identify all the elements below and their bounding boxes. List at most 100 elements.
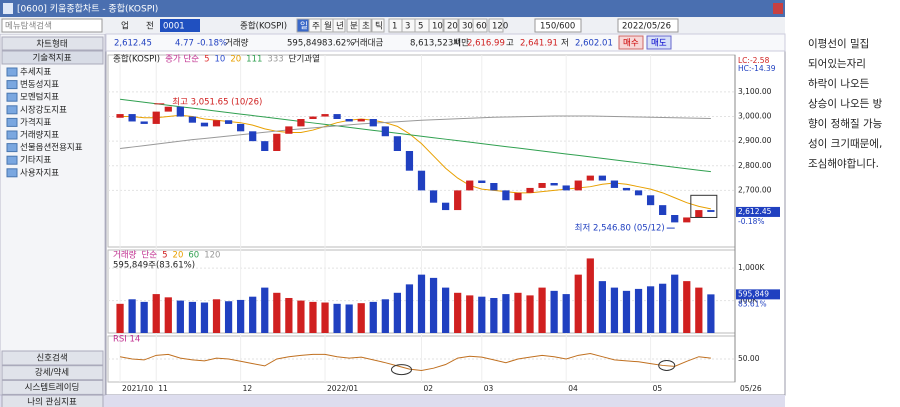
legend-item: 20	[230, 55, 241, 65]
folder-icon	[6, 155, 18, 165]
sell-label[interactable]: 매도	[651, 39, 667, 49]
sidebar-button[interactable]	[1, 394, 104, 407]
tree-item[interactable]: 가격지표	[20, 117, 51, 128]
tree-item[interactable]: 모멘텀지표	[20, 92, 59, 103]
candle-body	[128, 114, 136, 122]
period-label[interactable]: 월	[324, 21, 332, 32]
sidebar-button-label[interactable]: 나의 관심지표	[27, 397, 77, 407]
candle-body	[683, 217, 691, 223]
tree-item[interactable]: 추세지표	[20, 68, 51, 78]
legend-item: 20	[173, 251, 184, 261]
interval-label[interactable]: 120	[492, 22, 508, 32]
count-box[interactable]	[534, 18, 582, 33]
chart-area	[105, 50, 786, 396]
period-label[interactable]: 분	[350, 22, 358, 32]
y-tick-label: 2,900.00	[738, 136, 772, 145]
market-select[interactable]: 업	[121, 22, 129, 32]
candle-body	[140, 121, 148, 124]
candle-body	[417, 170, 426, 191]
period-button[interactable]	[332, 18, 346, 33]
legend-item: 5	[162, 251, 167, 261]
info-amount: 8,613,523백만	[410, 38, 469, 49]
candle-body	[646, 195, 655, 206]
interval-label[interactable]: 5	[418, 22, 423, 32]
folder-icon	[6, 67, 18, 77]
buy-label[interactable]: 매수	[623, 39, 639, 49]
scrollbar[interactable]	[0, 395, 785, 407]
sidebar-button-label[interactable]: 강세/약세	[35, 367, 69, 378]
date-box[interactable]	[617, 18, 679, 33]
info-volume: 595,849	[287, 39, 322, 49]
candle-body	[152, 111, 160, 124]
y-tick-label: 2,800.00	[738, 161, 772, 170]
tree-item[interactable]: 기타지표	[20, 156, 51, 166]
candle-body	[285, 126, 293, 134]
interval-label[interactable]: 3	[405, 22, 410, 32]
interval-button[interactable]	[428, 18, 444, 33]
volume-bar	[369, 301, 377, 333]
chart-type-button[interactable]	[1, 36, 104, 51]
close-button[interactable]	[773, 3, 783, 14]
volume-bar	[164, 297, 172, 333]
interval-label[interactable]: 30	[462, 22, 473, 32]
x-tick-label: 12	[243, 384, 253, 393]
period-label[interactable]: 주	[312, 22, 320, 32]
search-input[interactable]: 메뉴탐색검색	[5, 21, 52, 32]
memo-line: 조심해야합니다.	[808, 157, 879, 170]
last-price-box	[736, 206, 780, 217]
period-label[interactable]: 일	[300, 22, 308, 32]
period-button[interactable]	[371, 18, 385, 33]
sidebar-button-label[interactable]: 시스템트레이딩	[25, 382, 80, 393]
period-label[interactable]: 초	[362, 22, 370, 32]
symbol-name: 종합(KOSPI)	[240, 22, 287, 32]
y-tick-label: 1,000K	[738, 263, 765, 272]
info-low-label: 저	[561, 39, 569, 49]
interval-button[interactable]	[443, 18, 459, 33]
y-tick-label: 3,100.00	[738, 87, 772, 96]
legend-item: 120	[204, 251, 220, 261]
candle-body	[671, 215, 679, 223]
volume-bar	[550, 290, 558, 333]
interval-label[interactable]: 1	[392, 22, 397, 32]
indicator-tab[interactable]	[1, 50, 104, 65]
buy-button[interactable]	[618, 35, 644, 50]
code-input[interactable]: 0001	[163, 22, 185, 32]
interval-label[interactable]: 60	[476, 22, 487, 32]
candle-body	[345, 119, 353, 122]
volume-bar	[634, 288, 643, 333]
tree-item[interactable]: 시장강도지표	[20, 104, 67, 115]
tree-item[interactable]: 변동성지표	[20, 79, 59, 90]
period-label[interactable]: 틱	[375, 21, 383, 32]
last-volume-box	[736, 289, 780, 300]
highlight-box	[690, 194, 718, 218]
volume-bar	[285, 297, 293, 333]
moving-average	[119, 98, 711, 173]
period-button[interactable]	[358, 18, 372, 33]
indicator-tab-label[interactable]: 기술적지표	[32, 53, 71, 64]
sidebar-button[interactable]	[1, 379, 104, 395]
sidebar-button[interactable]	[1, 350, 104, 366]
interval-label[interactable]: 10	[432, 22, 443, 32]
tree-item[interactable]: 사용자지표	[20, 168, 59, 178]
code-box[interactable]	[160, 19, 200, 32]
volume-bar	[586, 258, 594, 333]
sidebar-button-label[interactable]: 신호검색	[36, 353, 67, 364]
interval-button[interactable]	[488, 18, 504, 33]
interval-label[interactable]: 20	[447, 22, 458, 32]
search-box[interactable]	[1, 18, 103, 33]
candle-body	[212, 120, 221, 127]
tree-item[interactable]: 선물옵션전용지표	[20, 142, 83, 153]
volume-bar	[562, 294, 570, 333]
count-input[interactable]: 150/600	[540, 22, 575, 32]
scope-select[interactable]: 전	[146, 21, 154, 32]
last-price: 2,612.45	[738, 207, 772, 216]
moving-average	[119, 115, 711, 150]
candle-body	[429, 190, 438, 203]
tree-item[interactable]: 거래량지표	[20, 130, 59, 141]
interval-button[interactable]	[472, 18, 488, 33]
chart-type[interactable]: 차트형태	[36, 40, 67, 50]
period-label[interactable]: 년	[336, 21, 344, 32]
date-input[interactable]: 2022/05/26	[622, 22, 671, 32]
sell-button[interactable]	[646, 35, 672, 50]
sidebar-button[interactable]	[1, 365, 104, 381]
